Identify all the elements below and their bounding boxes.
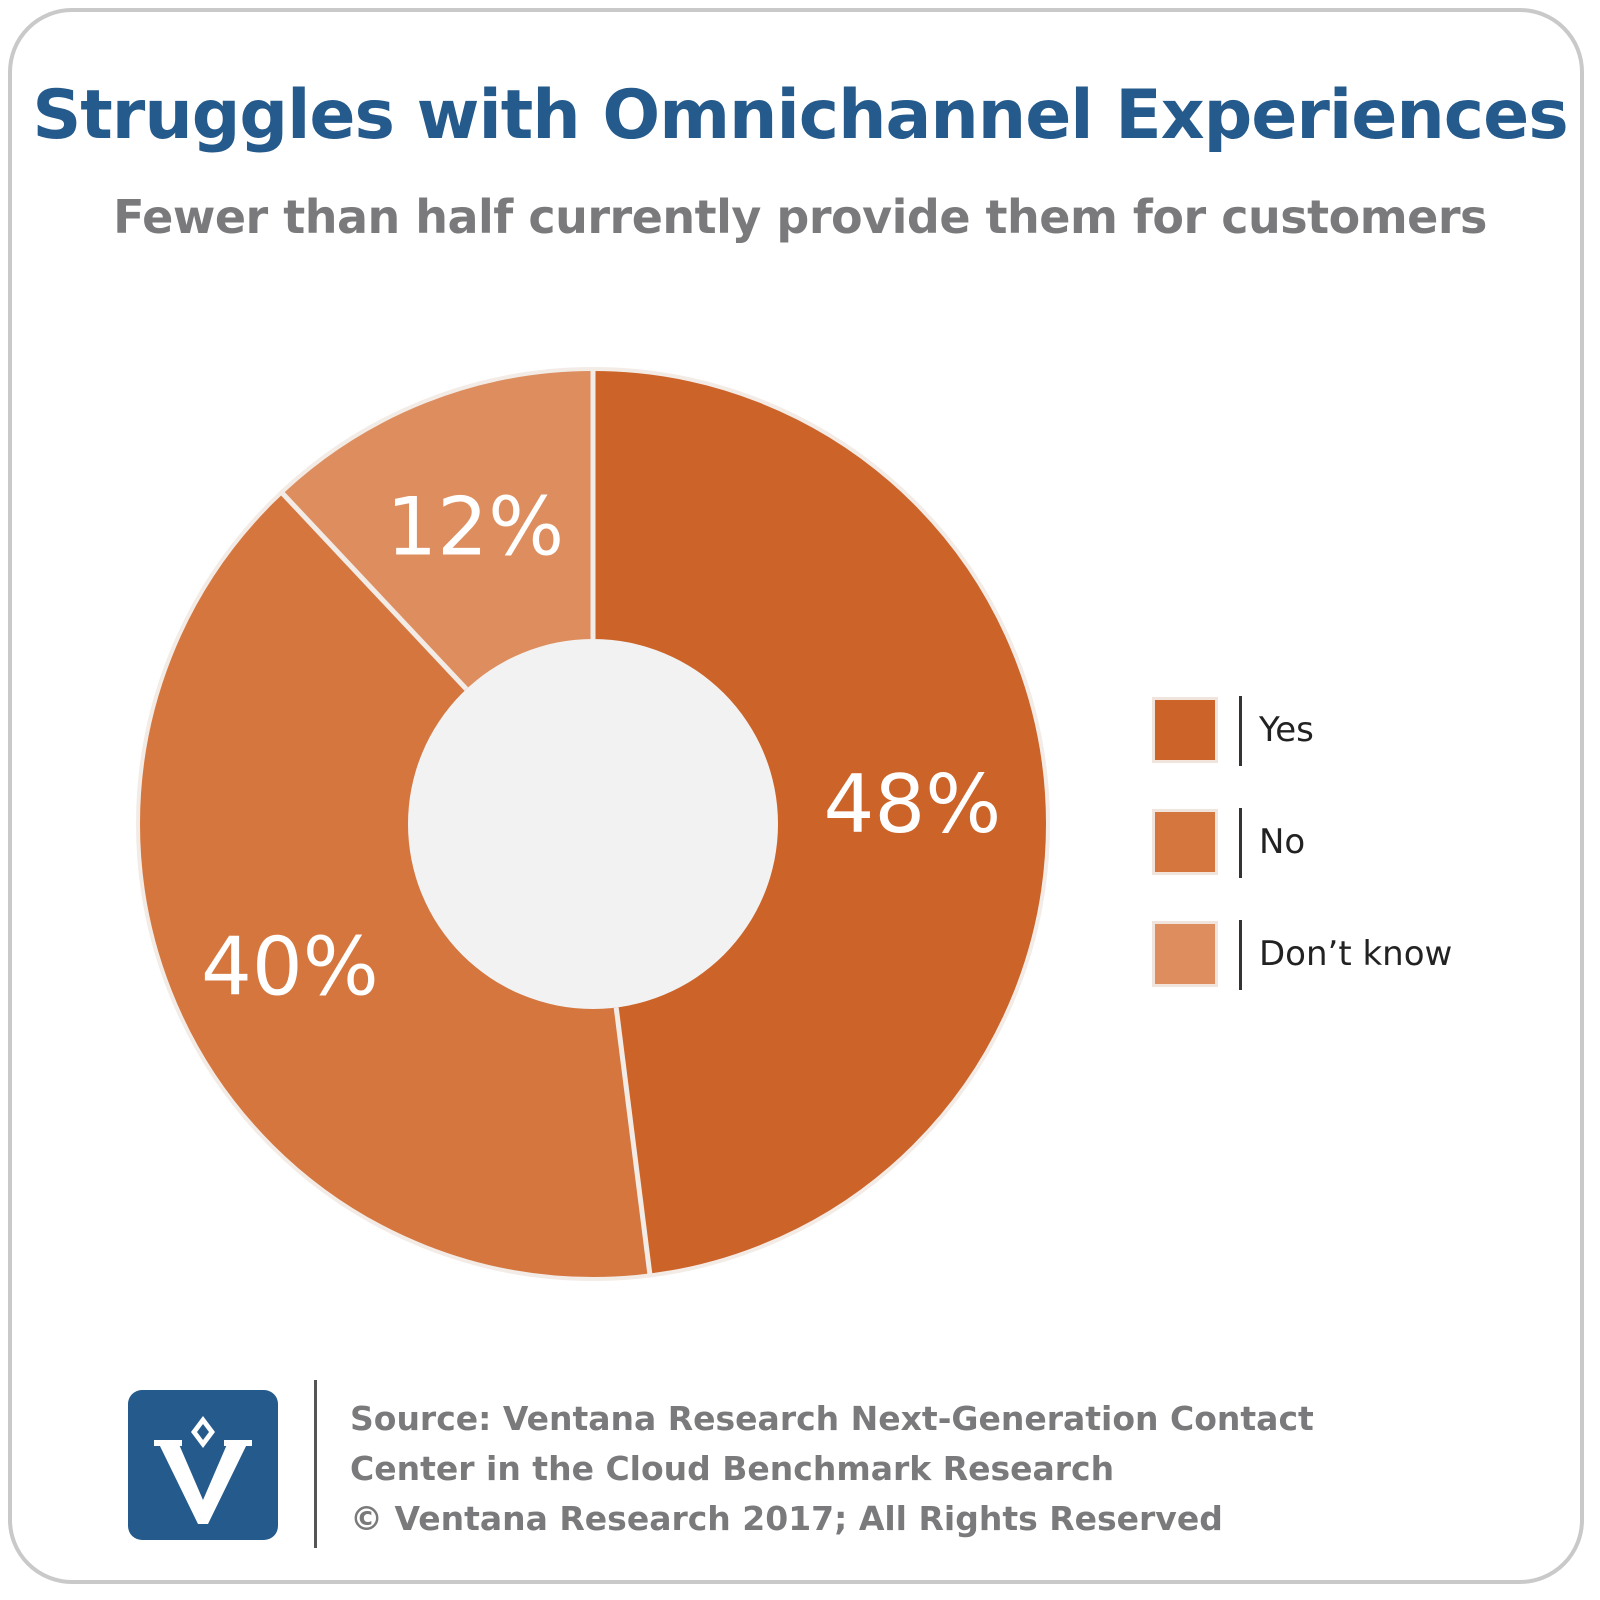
slice-separator [613, 1007, 653, 1278]
chart-subtitle: Fewer than half currently provide them f… [113, 190, 1487, 244]
chart-title: Struggles with Omnichannel Experiences [32, 76, 1568, 155]
legend-item-dont-know: Don’t know [1155, 920, 1575, 1036]
slice-separator [278, 489, 469, 691]
legend-separator [1239, 808, 1242, 878]
slice-yes [593, 369, 1049, 1276]
legend-separator [1239, 920, 1242, 990]
ventana-logo-icon [128, 1390, 278, 1540]
legend-label-yes: Yes [1259, 710, 1314, 750]
source-note: Source: Ventana Research Next-Generation… [350, 1394, 1314, 1544]
footer-separator [314, 1380, 317, 1548]
legend-label-dont-know: Don’t know [1259, 934, 1453, 974]
slice-label-no: 40% [201, 921, 379, 1014]
legend-item-no: No [1155, 808, 1575, 924]
donut-hole [408, 639, 778, 1009]
source-line-1: Source: Ventana Research Next-Generation… [350, 1399, 1314, 1438]
legend-swatch-dont-know [1155, 924, 1215, 984]
copyright-line: © Ventana Research 2017; All Rights Rese… [350, 1499, 1223, 1538]
legend-label-no: No [1259, 822, 1306, 862]
legend-item-yes: Yes [1155, 696, 1575, 812]
legend-swatch-yes [1155, 700, 1215, 760]
legend: Yes No Don’t know [1155, 696, 1575, 1036]
legend-separator [1239, 696, 1242, 766]
slice-label-dont-know: 12% [386, 480, 564, 573]
legend-swatch-no [1155, 812, 1215, 872]
source-line-2: Center in the Cloud Benchmark Research [350, 1449, 1115, 1488]
slice-no [137, 492, 651, 1279]
slice-label-yes: 48% [823, 758, 1001, 851]
